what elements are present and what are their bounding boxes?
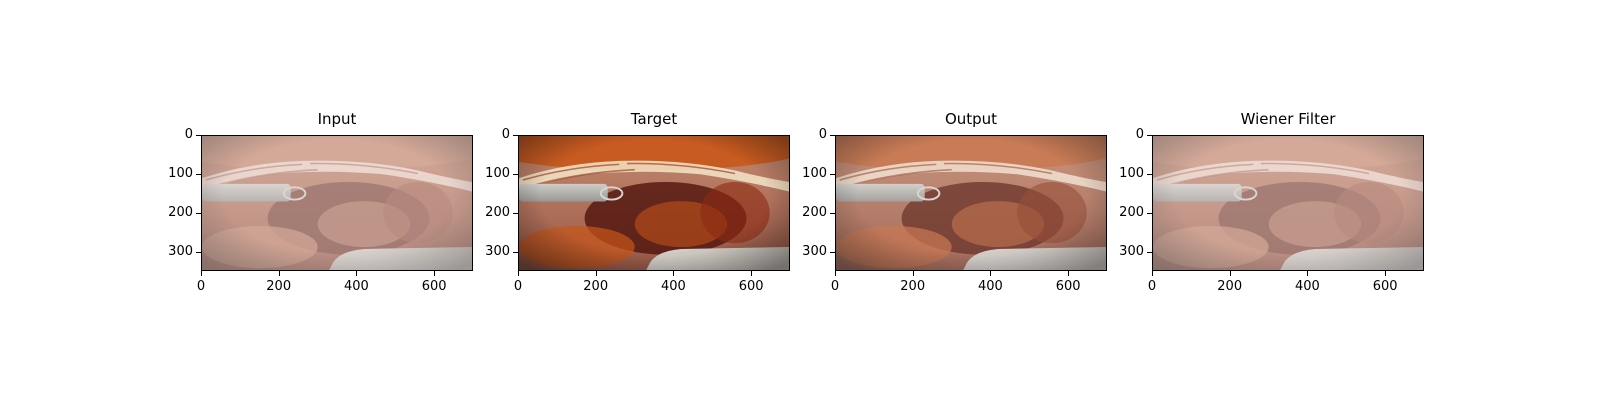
x-tick-label: 200 (266, 279, 292, 294)
y-tick-mark (830, 251, 835, 253)
y-tick-label: 200 (485, 204, 510, 220)
y-tick-label: 300 (802, 243, 827, 259)
y-tick-label: 300 (1119, 243, 1144, 259)
surgical-image (1152, 135, 1424, 271)
panel-output: Output 0 100 200 300 0 200 400 600 (799, 0, 1107, 400)
x-tick-label: 0 (196, 279, 206, 294)
surgical-image (518, 135, 790, 271)
panel-wiener-filter: Wiener Filter 0 100 200 300 0 200 400 600 (1116, 0, 1424, 400)
y-tick-mark (830, 212, 835, 214)
x-tick-mark (835, 271, 836, 276)
x-tick-label: 0 (1147, 279, 1157, 294)
x-tick-mark (673, 271, 675, 276)
x-tick-label: 600 (1055, 279, 1081, 294)
y-tick-label: 300 (485, 243, 510, 259)
x-tick-mark (1307, 271, 1309, 276)
y-tick-label: 100 (168, 165, 193, 181)
y-tick-mark (513, 135, 518, 136)
surgical-image (201, 135, 473, 271)
x-tick-label: 400 (1295, 279, 1320, 294)
y-tick-mark (196, 173, 201, 175)
x-tick-mark (990, 271, 992, 276)
y-tick-label: 200 (1119, 204, 1144, 220)
x-tick-mark (1229, 271, 1231, 276)
x-tick-label: 600 (1372, 279, 1398, 294)
x-tick-mark (1068, 271, 1070, 276)
x-tick-mark (751, 271, 753, 276)
y-tick-label: 0 (1135, 127, 1144, 142)
x-tick-mark (434, 271, 436, 276)
panel-title: Input (317, 110, 357, 128)
y-tick-mark (830, 135, 835, 136)
y-tick-mark (196, 212, 201, 214)
x-tick-label: 200 (900, 279, 926, 294)
x-tick-mark (912, 271, 914, 276)
y-tick-mark (196, 251, 201, 253)
x-tick-mark (278, 271, 280, 276)
y-tick-label: 100 (802, 165, 827, 181)
panel-title: Wiener Filter (1240, 110, 1336, 128)
panel-title: Target (630, 110, 678, 128)
y-tick-mark (830, 173, 835, 175)
x-tick-label: 600 (421, 279, 447, 294)
y-tick-label: 300 (168, 243, 193, 259)
y-tick-mark (513, 212, 518, 214)
x-tick-label: 400 (661, 279, 686, 294)
y-tick-mark (1147, 135, 1152, 136)
x-tick-mark (595, 271, 597, 276)
y-tick-mark (513, 251, 518, 253)
x-tick-mark (1385, 271, 1387, 276)
panel-title: Output (944, 110, 998, 128)
y-tick-label: 100 (485, 165, 510, 181)
x-tick-label: 0 (513, 279, 523, 294)
x-tick-mark (518, 271, 519, 276)
x-tick-mark (1152, 271, 1153, 276)
surgical-image (835, 135, 1107, 271)
y-tick-label: 200 (168, 204, 193, 220)
panel-input: Input 0 100 200 300 0 200 400 600 (165, 0, 473, 400)
y-tick-mark (1147, 251, 1152, 253)
y-tick-label: 0 (501, 127, 510, 142)
y-tick-label: 0 (818, 127, 827, 142)
y-tick-mark (1147, 212, 1152, 214)
x-tick-mark (356, 271, 358, 276)
x-tick-label: 600 (738, 279, 764, 294)
y-tick-label: 200 (802, 204, 827, 220)
y-tick-mark (1147, 173, 1152, 175)
x-tick-mark (201, 271, 202, 276)
x-tick-label: 400 (344, 279, 369, 294)
panel-target: Target 0 100 200 300 0 200 400 600 (482, 0, 790, 400)
x-tick-label: 200 (583, 279, 609, 294)
x-tick-label: 0 (830, 279, 840, 294)
x-tick-label: 400 (978, 279, 1003, 294)
y-tick-mark (513, 173, 518, 175)
y-tick-label: 100 (1119, 165, 1144, 181)
y-tick-label: 0 (184, 127, 193, 142)
x-tick-label: 200 (1217, 279, 1243, 294)
y-tick-mark (196, 135, 201, 136)
